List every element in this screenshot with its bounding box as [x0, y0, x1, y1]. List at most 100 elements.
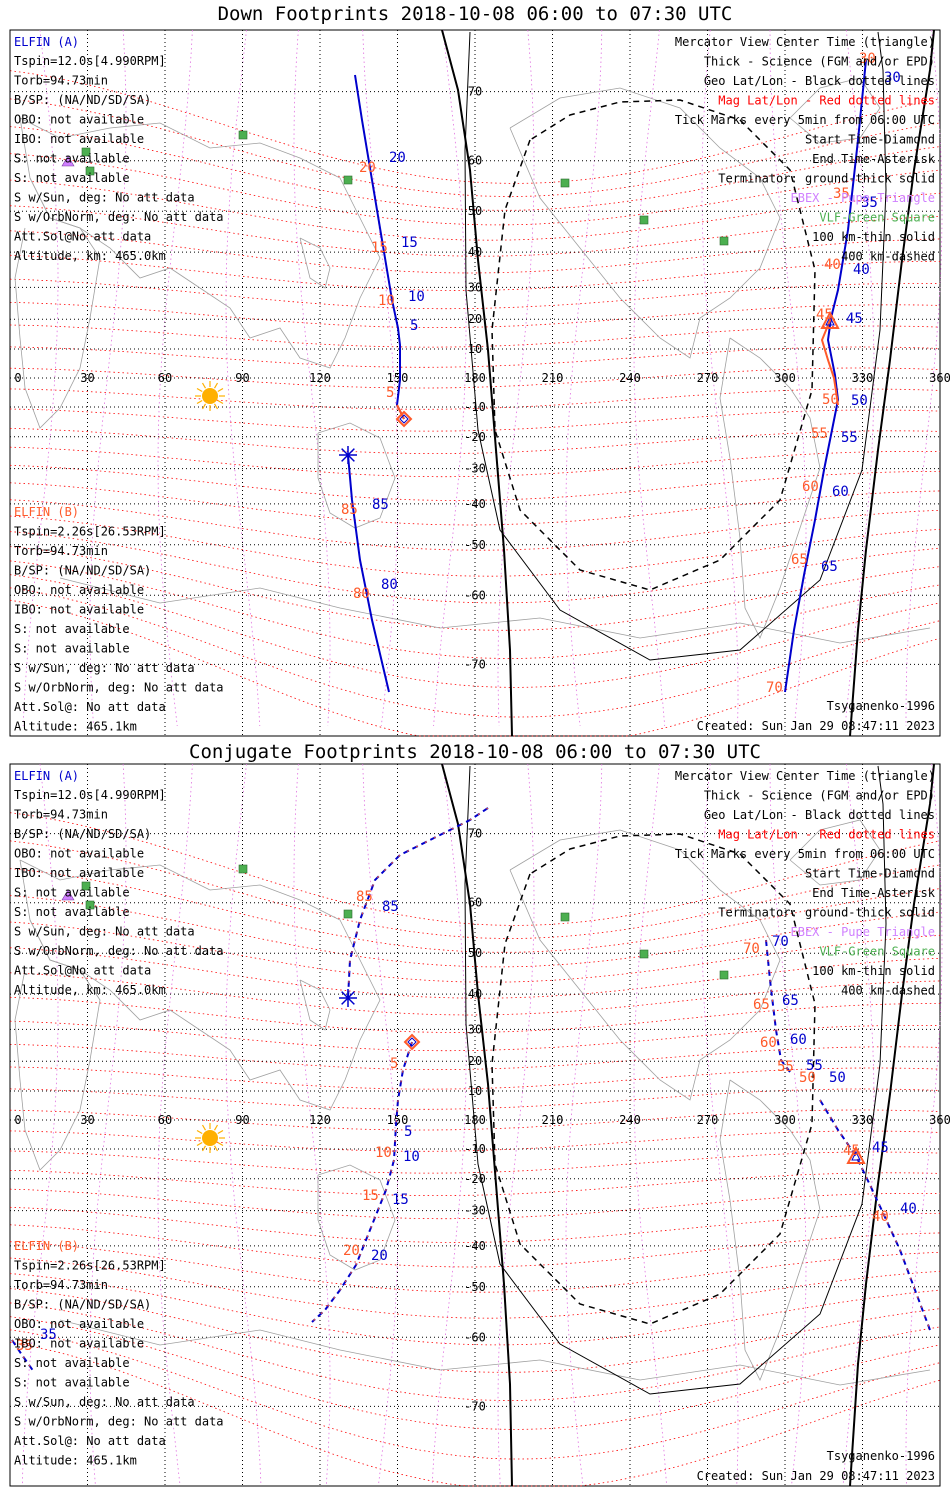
lat-tick-label: -20	[464, 430, 486, 444]
lat-tick-label: 20	[468, 312, 482, 326]
asterisk-stroke	[341, 991, 355, 1005]
elfin-b-info-line: Att.Sol@: No att data	[14, 700, 166, 714]
lon-tick-label: 330	[852, 371, 874, 385]
coastline	[19, 859, 381, 1111]
elfin-b-info-line: S: not available	[14, 622, 130, 636]
footprint-track-b-overlay	[819, 1099, 931, 1331]
elfin-b-info: ELFIN (B) Tspin=2.26s[26.53RPM] Torb=94.73…	[14, 505, 224, 734]
terminator-left	[441, 29, 513, 737]
lat-tick-label: -60	[464, 1330, 486, 1344]
down-footprints-title: Down Footprints 2018-10-08 06:00 to 07:3…	[217, 3, 733, 25]
track-tick-label: 55	[811, 426, 828, 442]
footprint-oval-400km	[491, 833, 816, 1325]
footprint-track-b-overlay	[11, 1339, 35, 1373]
track-tick-label: 10	[408, 289, 425, 305]
lon-tick-label: 90	[235, 1113, 249, 1127]
axis-labels: 0 30 60 90 120 150 180 210 240 270 300 330 360 70 60 50…	[14, 827, 950, 1414]
legend-geo: Geo Lat/Lon - Black dotted lines	[704, 808, 935, 822]
terminator-left	[441, 763, 513, 1487]
lat-tick-label: 10	[468, 342, 482, 356]
lon-tick-label: 240	[619, 1113, 641, 1127]
track-tick-label: 55	[841, 430, 858, 446]
elfin-b-info-line: S: not available	[14, 1356, 130, 1370]
elfin-b-info-line: Altitude: 465.1km	[14, 720, 137, 734]
terminator-curves	[441, 29, 935, 737]
lon-tick-label: 60	[158, 1113, 172, 1127]
elfin-b-info-line: B/SP: (NA/ND/SD/SA)	[14, 564, 151, 578]
lat-tick-label: -10	[464, 1142, 486, 1156]
elfin-b-info-line: IBO: not available	[14, 1337, 144, 1351]
lat-tick-label: -60	[464, 588, 486, 602]
terminator-right	[849, 763, 935, 1487]
footprint-track	[354, 74, 405, 420]
footprint-track-b-overlay	[765, 939, 791, 1073]
track-tick-label: 30	[859, 51, 876, 67]
vlf-stations	[81, 864, 729, 980]
legend: Mercator View Center Time (triangle) Thic…	[675, 35, 936, 733]
legend-thick: Thick - Science (FGM and/or EPD)	[704, 55, 935, 69]
track-tick-label: 20	[343, 1243, 360, 1259]
elfin-b-info-line: S w/OrbNorm, deg: No att data	[14, 1415, 224, 1429]
lon-tick-label: 30	[80, 371, 94, 385]
terminator-curves	[441, 763, 935, 1487]
vlf-station-marker	[560, 178, 570, 188]
geo-grid	[9, 764, 941, 1486]
lon-tick-label: 180	[464, 371, 486, 385]
track-tick-label: 40	[872, 1209, 889, 1225]
mag-lat-line	[9, 1302, 941, 1401]
elfin-b-info-line: S w/Sun, deg: No att data	[14, 1395, 195, 1409]
vlf-station-marker	[343, 175, 353, 185]
lat-tick-label: -10	[464, 400, 486, 414]
lon-tick-label: 180	[464, 1113, 486, 1127]
mag-lat-line	[9, 153, 941, 226]
legend-start: Start Time-Diamond	[805, 867, 935, 881]
elfin-b-info-line: Tspin=2.26s[26.53RPM]	[14, 525, 166, 539]
mag-lat-line	[9, 98, 941, 197]
track-tick-label: 5	[386, 385, 394, 401]
sun-ray	[217, 399, 224, 405]
track-tick-label: 35	[16, 1338, 33, 1354]
legend-km400: 400 km-dashed	[841, 250, 935, 264]
elfin-b-info-line: OBO: not available	[14, 1317, 144, 1331]
coastline	[317, 422, 396, 529]
lat-tick-label: -30	[464, 462, 486, 476]
track-tick-label: 80	[381, 577, 398, 593]
track-tick-label: 15	[371, 240, 388, 256]
mag-lon-line	[905, 763, 943, 1485]
track-tick-label: 15	[401, 235, 418, 251]
ebex-triangle	[61, 155, 75, 167]
legend-terminator: Terminator: ground-thick solid	[718, 172, 935, 186]
mag-lon-line	[769, 763, 807, 1485]
vlf-stations	[81, 130, 729, 246]
legend-km400: 400 km-dashed	[841, 984, 935, 998]
mag-lon-line	[89, 763, 127, 1485]
mag-lon-line	[293, 29, 331, 727]
mag-lon-line	[565, 763, 603, 1485]
elfin-a-info-line: OBO: not available	[14, 847, 144, 861]
mag-lat-line	[9, 515, 941, 577]
lat-tick-label: 50	[468, 946, 482, 960]
lon-tick-label: 360	[929, 1113, 950, 1127]
vlf-station-marker	[639, 949, 649, 959]
sun-ray	[217, 1141, 224, 1147]
coastlines	[14, 77, 931, 644]
lon-tick-label: 300	[774, 371, 796, 385]
footprint-track	[820, 317, 839, 406]
sun-ray	[213, 1124, 219, 1131]
track-tick-label: 85	[382, 899, 399, 915]
elfin-a-info-line: S: not available	[14, 171, 130, 185]
legend-geo: Geo Lat/Lon - Black dotted lines	[704, 74, 935, 88]
legend-view: Mercator View Center Time (triangle)	[675, 35, 935, 49]
legend: Mercator View Center Time (triangle) Thic…	[675, 769, 936, 1483]
vlf-station-marker	[85, 900, 95, 910]
coastline	[509, 87, 781, 359]
sun-ray	[217, 1129, 224, 1135]
mag-lon-line	[89, 29, 127, 727]
start-diamond-inner	[399, 414, 409, 424]
track-tick-label: 60	[832, 484, 849, 500]
elfin-a-info-line: IBO: not available	[14, 132, 144, 146]
track-tick-label: 35	[861, 195, 878, 211]
elfin-a-info-line: Tspin=12.0s[4.990RPM]	[14, 54, 166, 68]
footprint-oval-100km	[464, 765, 887, 1395]
